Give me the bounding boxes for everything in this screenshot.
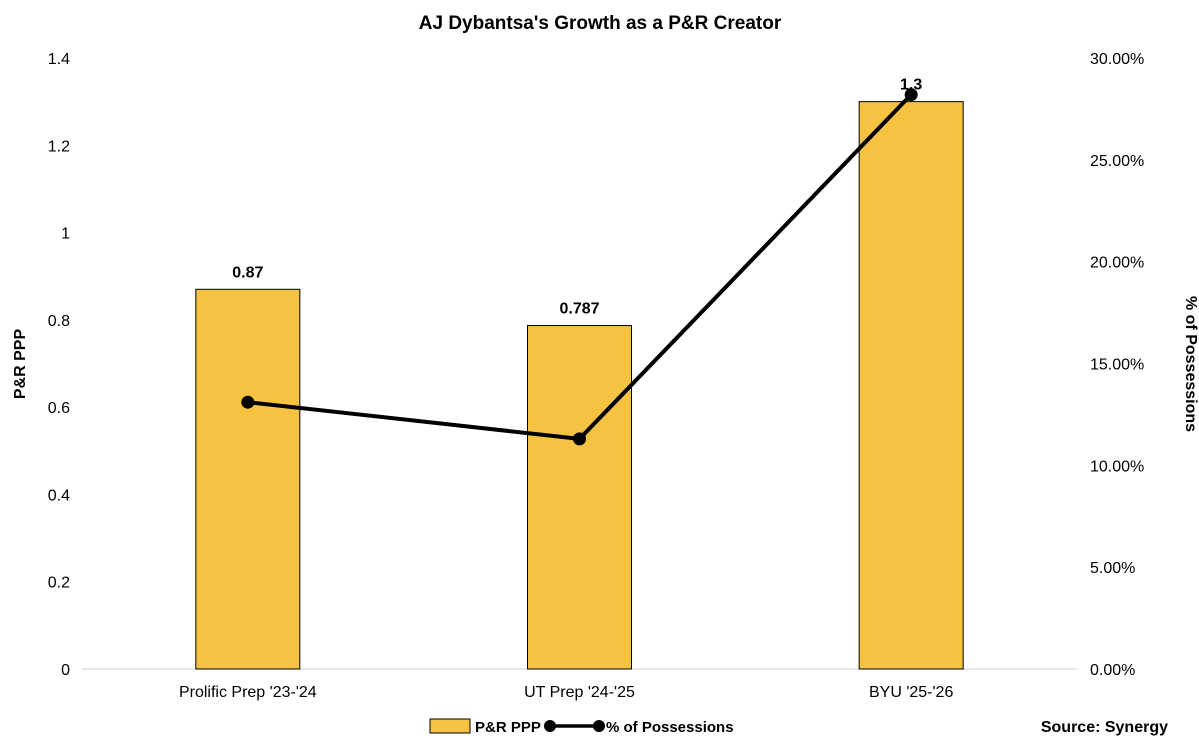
source-note: Source: Synergy <box>1041 719 1168 736</box>
right-tick-label: 10.00% <box>1090 458 1144 475</box>
right-tick-label: 20.00% <box>1090 255 1144 272</box>
left-tick-label: 0.6 <box>48 400 70 417</box>
right-tick-label: 0.00% <box>1090 662 1135 679</box>
left-tick-label: 1.2 <box>48 138 70 155</box>
x-axis-ticks: Prolific Prep '23-'24 UT Prep '24-'25 BYU … <box>179 684 953 701</box>
right-tick-label: 30.00% <box>1090 51 1144 68</box>
right-tick-label: 25.00% <box>1090 153 1144 170</box>
left-tick-label: 1.4 <box>48 51 70 68</box>
chart-title: AJ Dybantsa's Growth as a P&R Creator <box>419 13 782 34</box>
legend-marker-left <box>544 720 556 732</box>
bar-data-labels: 0.87 0.787 1.3 <box>232 77 922 318</box>
left-axis-ticks: 0 0.2 0.4 0.6 0.8 1 1.2 1.4 <box>48 51 70 679</box>
bar-series <box>195 101 964 670</box>
x-tick-label: Prolific Prep '23-'24 <box>179 684 317 701</box>
left-tick-label: 0.4 <box>48 487 70 504</box>
right-tick-label: 5.00% <box>1090 560 1135 577</box>
left-tick-label: 0 <box>61 662 70 679</box>
bar <box>527 325 632 670</box>
line-point <box>573 432 586 446</box>
bar-data-label: 1.3 <box>900 77 922 94</box>
left-tick-label: 0.2 <box>48 575 70 592</box>
legend: P&R PPP % of Possessions <box>429 718 734 736</box>
left-axis-label: P&R PPP <box>12 329 29 400</box>
line-point <box>241 395 255 409</box>
bar <box>858 101 964 670</box>
line-series <box>241 88 918 446</box>
legend-label-line: % of Possessions <box>606 719 734 736</box>
bar-data-label: 0.787 <box>559 301 599 318</box>
legend-swatch-bar <box>429 718 471 734</box>
legend-label-bar: P&R PPP <box>475 719 541 736</box>
x-tick-label: BYU '25-'26 <box>869 684 953 701</box>
x-tick-label: UT Prep '24-'25 <box>524 684 635 701</box>
left-tick-label: 0.8 <box>48 313 70 330</box>
line-point <box>904 88 918 102</box>
right-axis-ticks: 0.00% 5.00% 10.00% 15.00% 20.00% 25.00% 30.00% <box>1090 51 1144 679</box>
bar-data-label: 0.87 <box>232 264 263 281</box>
left-tick-label: 1 <box>61 226 70 243</box>
legend-marker-right <box>593 720 605 732</box>
right-tick-label: 15.00% <box>1090 357 1144 374</box>
bar <box>195 288 301 670</box>
right-axis-label: % of Possessions <box>1182 296 1199 432</box>
